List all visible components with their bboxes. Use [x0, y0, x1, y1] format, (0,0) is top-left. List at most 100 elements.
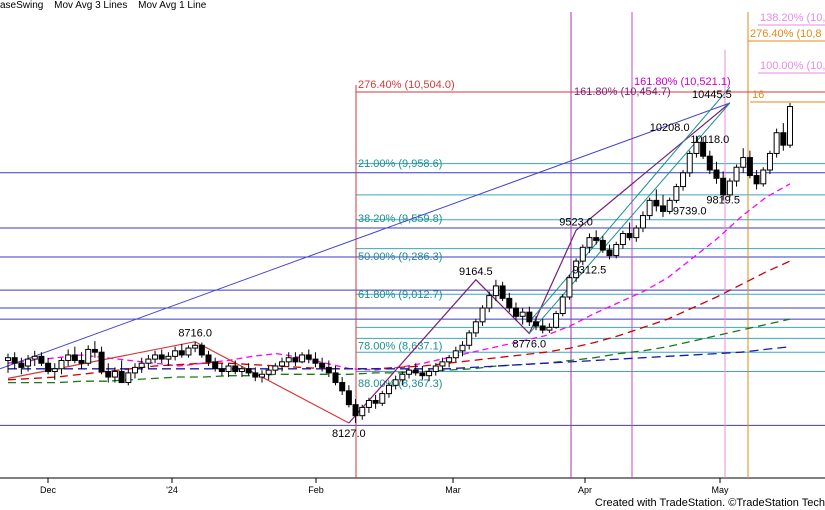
candle-body [145, 358, 152, 364]
candle-body [25, 358, 32, 367]
candle-body [392, 379, 399, 386]
candle-body [152, 354, 159, 360]
fib-level-label: 161.80% (10,454.7) [574, 86, 671, 98]
candle-body [319, 362, 326, 368]
x-tick-label: Dec [40, 485, 57, 495]
candle-body [372, 400, 379, 404]
candle-body [492, 285, 499, 297]
candle-body [365, 400, 372, 408]
candle-body [379, 393, 386, 404]
candle-body [158, 354, 165, 360]
swing-point-label: 10208.0 [650, 122, 690, 134]
swing-point-label: 10445.5 [692, 89, 732, 101]
candle-body [773, 132, 780, 154]
candle-body [78, 359, 85, 364]
candle-body [726, 180, 733, 196]
candle-body [325, 366, 332, 374]
candle-body [165, 355, 172, 360]
fib-level-label: 16 [752, 89, 764, 101]
fib-level-label: 276.40% (10,8 [750, 28, 822, 40]
legend-study-2: Mov Avg 3 Lines [54, 0, 128, 11]
x-tick-label: May [711, 485, 729, 495]
candle-body [466, 332, 473, 346]
swing-zigzag-red [7, 341, 350, 424]
fib-level-label: 100.00% (10,634.5 [760, 60, 825, 72]
candle-body [452, 350, 459, 359]
candle-body [479, 307, 486, 323]
candle-body [285, 357, 292, 363]
candle-body [653, 199, 660, 207]
candle-body [399, 373, 406, 381]
candle-body [553, 313, 560, 328]
candle-body [446, 357, 453, 363]
fib-level-label: 38.20% (9,559.8) [358, 213, 442, 225]
footer-credit-1: Created with TradeStation. [594, 497, 726, 509]
candle-body [225, 365, 232, 373]
swing-point-label: 8127.0 [332, 428, 366, 440]
candle-body [613, 244, 620, 257]
fib-level-label: 21.00% (9,958.6) [358, 158, 442, 170]
candle-body [426, 371, 433, 377]
swing-point-label: 8776.0 [513, 338, 547, 350]
legend-study-1: aseSwing [0, 0, 44, 11]
channel-line-teal [528, 86, 731, 323]
swing-point-label: 8716.0 [178, 328, 212, 340]
candle-body [760, 169, 767, 185]
candle-body [232, 365, 239, 373]
candle-body [526, 311, 533, 323]
candle-body [519, 311, 526, 317]
candle-body [111, 371, 118, 378]
candle-body [65, 354, 72, 361]
swing-point-label: 9164.5 [459, 266, 493, 278]
candle-body [619, 232, 626, 246]
candle-body [499, 285, 506, 299]
candle-body [138, 362, 145, 368]
candle-body [412, 369, 419, 374]
candle-body [258, 373, 265, 378]
candle-body [312, 358, 319, 364]
candle-body [680, 172, 687, 188]
moving-average-line [8, 346, 791, 370]
candle-body [11, 357, 18, 364]
swing-point-label: 9739.0 [673, 206, 707, 218]
candle-body [539, 325, 546, 331]
candle-body [91, 348, 98, 353]
candle-body [599, 239, 606, 251]
candle-body [339, 382, 346, 392]
candle-body [385, 384, 392, 395]
candle-body [218, 368, 225, 373]
candle-body [105, 371, 112, 378]
candle-body [713, 169, 720, 179]
footer-credit: Created with TradeStation. ©TradeStation… [595, 497, 825, 509]
fib-level-label: 88.00% (8,367.3) [358, 378, 442, 390]
fib-level-label: 138.20% (10,976.0) [760, 12, 825, 24]
candle-body [506, 297, 513, 309]
candle-body [252, 372, 259, 378]
candle-body [746, 157, 753, 177]
x-tick-label: '24 [166, 485, 178, 495]
candle-body [439, 361, 446, 367]
trendline-blue [0, 102, 731, 370]
candle-body [18, 362, 25, 368]
candle-body [272, 365, 279, 371]
candle-body [780, 132, 787, 146]
x-tick-label: Apr [578, 485, 592, 495]
candle-body [606, 249, 613, 257]
candle-body [98, 351, 105, 373]
candle-body [125, 372, 132, 384]
candle-body [666, 199, 673, 212]
candle-body [332, 372, 339, 384]
candle-body [305, 354, 312, 360]
candle-body [686, 152, 693, 174]
candle-body [512, 307, 519, 317]
candle-body [279, 361, 286, 367]
moving-average-line [8, 318, 791, 384]
candle-body [533, 321, 540, 327]
candle-body [753, 175, 760, 185]
swing-zigzag-purple [348, 102, 731, 424]
candle-body [546, 326, 553, 331]
candle-body [706, 155, 713, 171]
candle-body [131, 366, 138, 374]
candle-body [38, 355, 45, 364]
